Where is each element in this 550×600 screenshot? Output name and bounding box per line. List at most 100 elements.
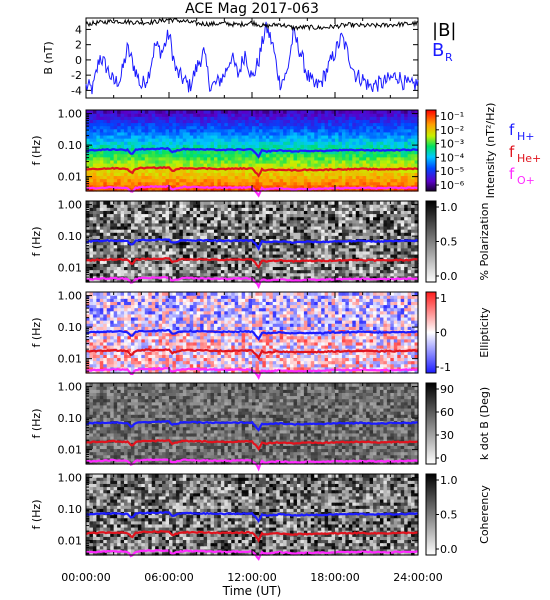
- spectrogram-cell: [379, 184, 385, 189]
- spectrogram-cell: [345, 238, 350, 243]
- spectrogram-cell: [234, 260, 239, 264]
- spectrogram-cell: [120, 210, 125, 215]
- spectrogram-cell: [248, 225, 253, 230]
- spectrogram-cell: [151, 272, 156, 277]
- spectrogram-cell: [286, 122, 291, 127]
- spectrogram-cell: [373, 119, 378, 124]
- spectrogram-cell: [283, 257, 288, 261]
- spectrogram-cell: [196, 110, 201, 114]
- spectrogram-cell: [224, 219, 229, 224]
- spectrogram-cell: [369, 131, 374, 136]
- spectrogram-cell: [217, 229, 222, 233]
- spectrogram-cell: [213, 153, 219, 158]
- spectrogram-cell: [231, 169, 236, 173]
- spectrogram-cell: [231, 128, 236, 133]
- spectrogram-cell: [99, 232, 104, 236]
- spectrogram-cell: [328, 216, 333, 221]
- spectrogram-cell: [89, 119, 94, 124]
- spectrogram-cell: [99, 134, 104, 139]
- spectrogram-cell: [169, 229, 174, 233]
- spectrogram-cell: [404, 162, 409, 167]
- spectrogram-cell: [265, 222, 270, 227]
- spectrogram-cell: [362, 278, 367, 283]
- spectrogram-cell: [99, 116, 104, 120]
- spectrogram-cell: [369, 113, 374, 117]
- spectrogram-cell: [124, 232, 129, 236]
- spectrogram-cell: [331, 144, 336, 148]
- spectrogram-cell: [310, 263, 315, 268]
- spectrogram-cell: [269, 131, 274, 136]
- spectrogram-cell: [248, 175, 253, 180]
- spectrogram-cell: [352, 141, 357, 145]
- spectrogram-cell: [241, 207, 246, 211]
- spectrogram-cell: [310, 184, 315, 189]
- spectrogram-cell: [379, 138, 385, 142]
- spectrogram-cell: [182, 253, 187, 258]
- spectrogram-cell: [272, 235, 277, 239]
- spectrogram-cell: [144, 181, 149, 186]
- spectrogram-cell: [130, 141, 136, 145]
- spectrogram-cell: [411, 134, 416, 139]
- spectrogram-cell: [110, 225, 115, 230]
- spectrogram-cell: [373, 253, 378, 258]
- spectrogram-cell: [290, 204, 295, 208]
- spectrogram-cell: [366, 159, 371, 164]
- spectrogram-cell: [210, 241, 215, 246]
- spectrogram-cell: [241, 213, 246, 218]
- spectrogram-cell: [376, 181, 381, 186]
- spectrogram-cell: [144, 110, 149, 114]
- spectrogram-cell: [103, 153, 108, 158]
- spectrogram-cell: [373, 169, 378, 173]
- spectrogram-cell: [252, 257, 257, 261]
- spectrogram-cell: [335, 162, 340, 167]
- spectrogram-cell: [272, 232, 277, 236]
- spectrogram-cell: [303, 238, 308, 243]
- spectrogram-cell: [127, 219, 132, 224]
- spectrogram-cell: [227, 272, 232, 277]
- spectrogram-cell: [314, 253, 319, 258]
- spectrogram-cell: [286, 216, 291, 221]
- spectrogram-cell: [203, 178, 208, 183]
- spectrogram-cell: [397, 266, 402, 271]
- spectrogram-cell: [269, 119, 274, 124]
- spectrogram-cell: [96, 175, 101, 180]
- spectrogram-cell: [341, 216, 346, 221]
- spectrogram-cell: [124, 110, 129, 114]
- spectrogram-cell: [276, 169, 281, 173]
- spectrogram-cell: [175, 213, 180, 218]
- spectrogram-cell: [352, 153, 357, 158]
- spectrogram-cell: [400, 244, 405, 249]
- spectrogram-cell: [179, 216, 184, 221]
- spectrogram-cell: [141, 122, 146, 127]
- spectrogram-cell: [137, 169, 142, 173]
- spectrogram-cell: [224, 232, 229, 236]
- spectrogram-cell: [348, 134, 353, 139]
- spectrogram-cell: [203, 128, 208, 133]
- spectrogram-cell: [272, 178, 277, 183]
- spectrogram-cell: [186, 272, 191, 277]
- spectrogram-cell: [317, 207, 322, 211]
- spectrogram-cell: [376, 219, 381, 224]
- spectrogram-cell: [383, 110, 388, 114]
- spectrogram-cell: [331, 153, 336, 158]
- spectrogram-cell: [321, 232, 326, 236]
- spectrogram-cell: [92, 250, 97, 255]
- spectrogram-cell: [293, 260, 298, 264]
- spectrogram-cell: [151, 207, 156, 211]
- spectrogram-cell: [203, 141, 208, 145]
- spectrogram-cell: [279, 113, 284, 117]
- spectrogram-cell: [241, 204, 246, 208]
- spectrogram-cell: [217, 175, 222, 180]
- spectrogram-cell: [220, 110, 225, 114]
- spectrogram-cell: [148, 244, 153, 249]
- spectrogram-cell: [400, 113, 405, 117]
- spectrogram-cell: [303, 119, 308, 124]
- spectrogram-cell: [106, 110, 111, 114]
- spectrogram-cell: [92, 187, 97, 192]
- spectrogram-cell: [92, 116, 97, 120]
- spectrogram-cell: [373, 275, 378, 280]
- spectrogram-cell: [404, 116, 409, 120]
- spectrogram-cell: [130, 134, 136, 139]
- spectrogram-cell: [355, 144, 360, 148]
- spectrogram-cell: [89, 175, 94, 180]
